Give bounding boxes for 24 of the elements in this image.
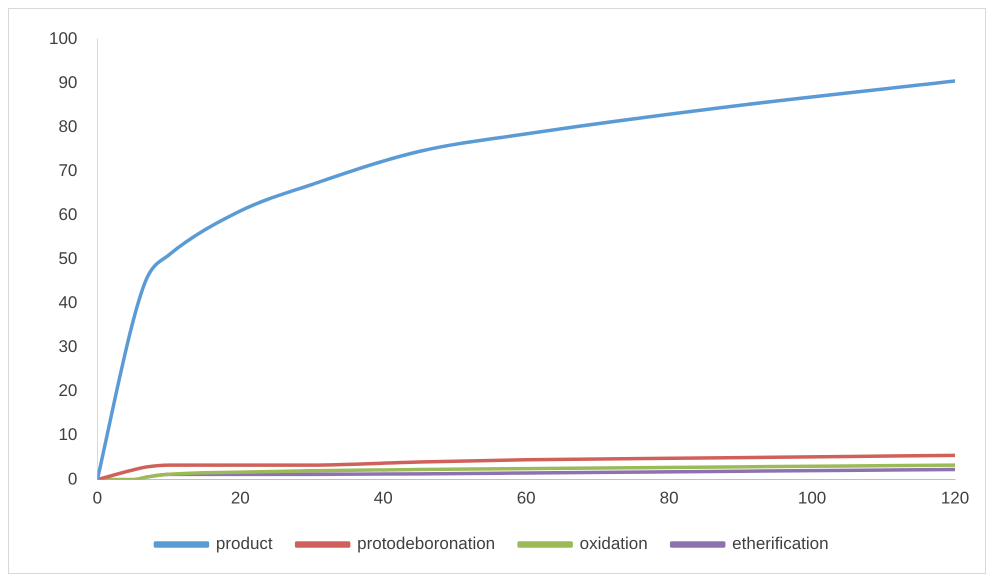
x-tick-label: 40 [374,488,393,508]
y-tick-label: 40 [58,293,78,312]
x-tick-label: 60 [516,488,536,508]
x-tick-label: 0 [92,488,102,508]
x-tick-label: 20 [230,488,250,508]
x-tick-label: 100 [798,488,826,508]
y-tick-label: 80 [58,116,78,136]
legend-label: oxidation [580,534,648,554]
legend-label: protodeboronation [357,534,496,554]
y-tick-label: 90 [58,72,78,92]
legend-label: product [216,534,273,554]
y-tick-label: 50 [58,249,78,268]
y-tick-label: 60 [58,205,78,224]
y-tick-label: 10 [58,425,78,444]
x-tick-label: 120 [940,488,970,508]
y-tick-label: 0 [68,469,78,488]
line-series [97,79,955,480]
legend-label: etherification [732,534,829,554]
y-tick-label: 100 [48,28,78,48]
y-tick-label: 20 [58,381,78,400]
y-tick-label: 30 [58,337,78,356]
line-series [97,454,955,480]
x-tick-label: 80 [660,488,679,508]
y-tick-label: 70 [58,161,78,180]
